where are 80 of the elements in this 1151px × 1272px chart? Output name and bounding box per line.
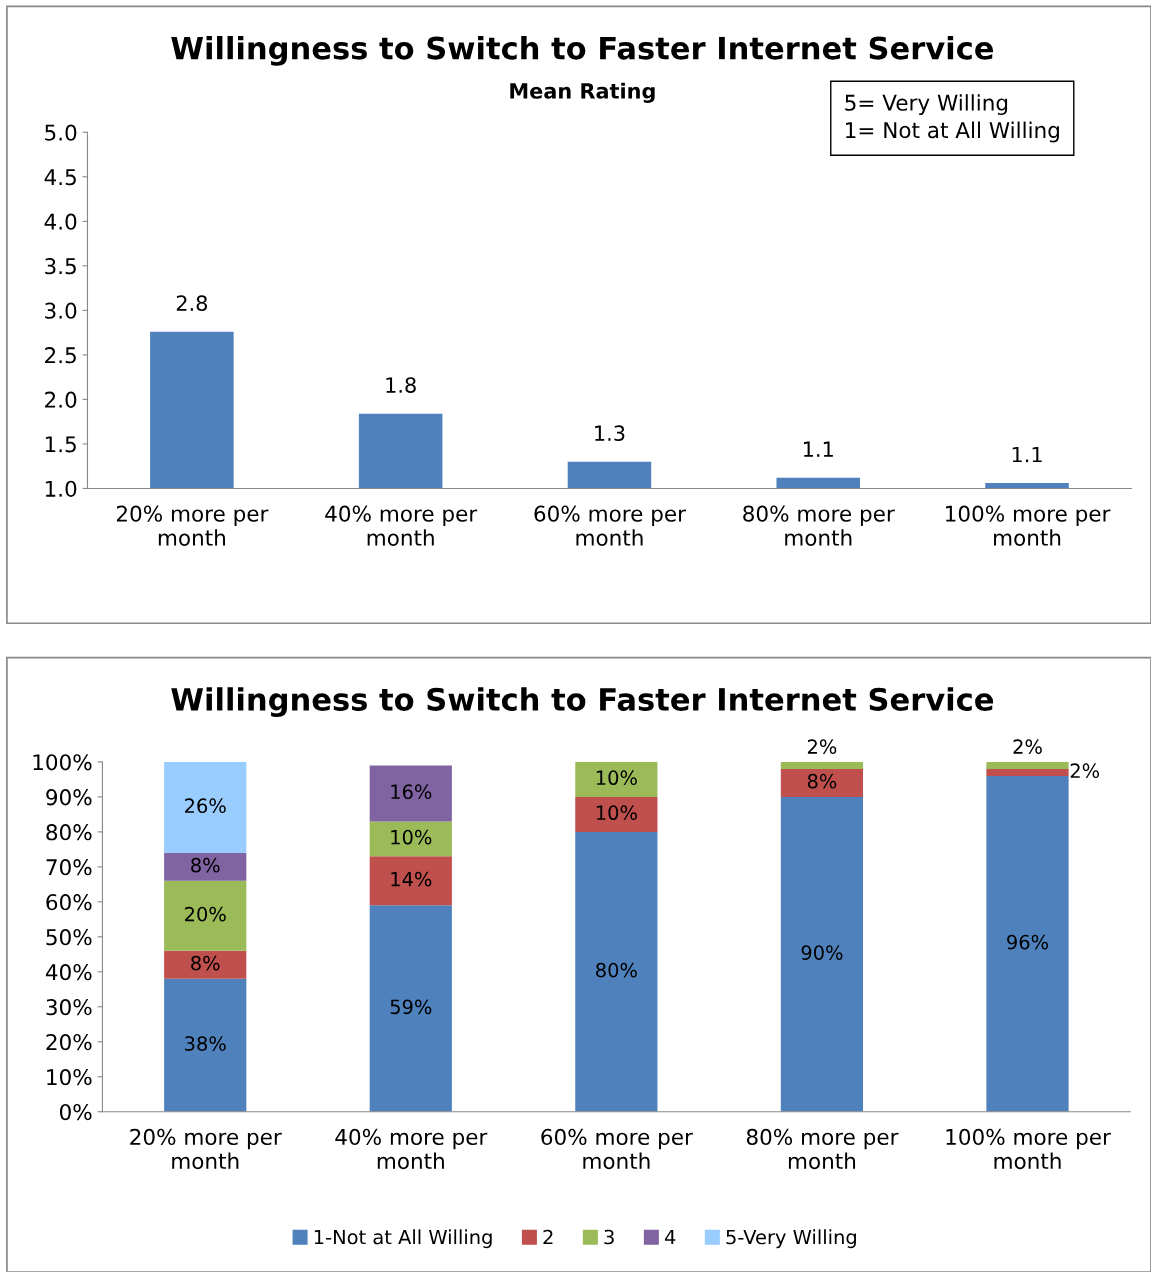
y-tick-label: 4.5	[44, 169, 76, 186]
bar	[164, 950, 247, 979]
x-tick-label: 60% more per month	[534, 505, 686, 546]
y-tick-label: 100%	[33, 754, 92, 771]
x-tick-label: 100% more per month	[946, 505, 1111, 546]
data-label: 10%	[596, 770, 637, 786]
y-tick-label: 5.0	[45, 124, 77, 141]
data-label: 1.3	[595, 425, 625, 442]
y-tick-label: 30%	[46, 998, 92, 1016]
y-tick-label: 1.0	[45, 480, 77, 497]
data-label: 10%	[391, 829, 432, 845]
data-label: 90%	[801, 945, 843, 960]
x-tick-label: 100% more per month	[946, 1128, 1111, 1170]
data-label: 2.8	[176, 295, 208, 312]
bar	[986, 761, 1069, 769]
data-label: 2%	[1013, 739, 1042, 754]
bar	[369, 905, 452, 1112]
y-tick-label: 3.5	[45, 258, 76, 275]
bar	[986, 775, 1069, 1112]
y-tick-label: 50%	[46, 929, 92, 946]
data-label: 96%	[1007, 934, 1049, 950]
bar	[164, 978, 247, 1112]
chart-title: Willingness to Switch to Faster Internet Service	[171, 35, 994, 66]
data-label: 2%	[807, 739, 837, 754]
bar	[369, 821, 452, 857]
y-tick-label: 10%	[47, 1068, 92, 1086]
legend-label: 3	[604, 1229, 614, 1245]
bar	[575, 796, 658, 832]
data-label: 59%	[390, 999, 432, 1015]
data-label: 1.1	[1012, 446, 1042, 463]
bar	[986, 768, 1069, 776]
bar	[780, 768, 864, 797]
x-tick-label: 20% more per month	[116, 505, 269, 546]
data-label: 8%	[807, 773, 837, 789]
y-tick-label: 4.0	[44, 213, 77, 230]
data-label: 1.8	[386, 377, 416, 393]
data-label: 38%	[185, 1036, 226, 1051]
data-label: 8%	[191, 857, 220, 873]
data-label: 14%	[391, 871, 432, 887]
x-tick-label: 40% more per month	[335, 1128, 488, 1170]
data-label: 80%	[596, 962, 637, 978]
bar	[575, 761, 658, 797]
x-tick-label: 20% more per month	[130, 1128, 282, 1170]
y-tick-label: 40%	[45, 964, 92, 981]
bar	[164, 761, 247, 853]
bar	[369, 765, 452, 822]
y-tick-label: 70%	[46, 859, 92, 876]
bar	[164, 880, 247, 951]
bar	[575, 831, 658, 1112]
data-label: 20%	[185, 906, 226, 922]
bar	[369, 856, 452, 906]
bar	[164, 852, 247, 881]
data-label: 10%	[596, 805, 637, 821]
y-tick-label: 0%	[59, 1103, 92, 1121]
x-tick-label: 80% more per month	[746, 1128, 899, 1170]
legend-label: 2	[543, 1229, 553, 1245]
chart-title: Willingness to Switch to Faster Internet Service	[171, 687, 994, 718]
bar	[780, 761, 864, 769]
legend-label: 1-Not at All Willing	[314, 1229, 492, 1249]
y-tick-label: 20%	[46, 1033, 92, 1051]
chart-subtitle: Mean Rating	[510, 82, 655, 104]
y-tick-label: 2.5	[45, 347, 76, 364]
y-tick-label: 80%	[46, 824, 92, 841]
annotation: 5= Very Willing 1= Not at All Willing	[845, 94, 1059, 143]
y-tick-label: 60%	[46, 894, 92, 911]
data-label: 2%	[1070, 763, 1100, 779]
data-label: 26%	[185, 798, 226, 814]
x-tick-label: 40% more per month	[325, 505, 478, 546]
legend-label: 5-Very Willing	[726, 1229, 856, 1249]
data-label: 1.1	[803, 441, 833, 457]
legend-label: 4	[664, 1229, 676, 1245]
x-tick-label: 80% more per month	[743, 505, 895, 546]
y-tick-label: 1.5	[45, 436, 76, 453]
bar	[780, 796, 864, 1112]
y-tick-label: 3.0	[45, 302, 77, 319]
data-label: 8%	[191, 955, 220, 971]
y-tick-label: 90%	[46, 789, 92, 806]
y-tick-label: 2.0	[45, 391, 77, 408]
data-label: 16%	[391, 784, 432, 800]
x-tick-label: 60% more per month	[541, 1128, 693, 1170]
